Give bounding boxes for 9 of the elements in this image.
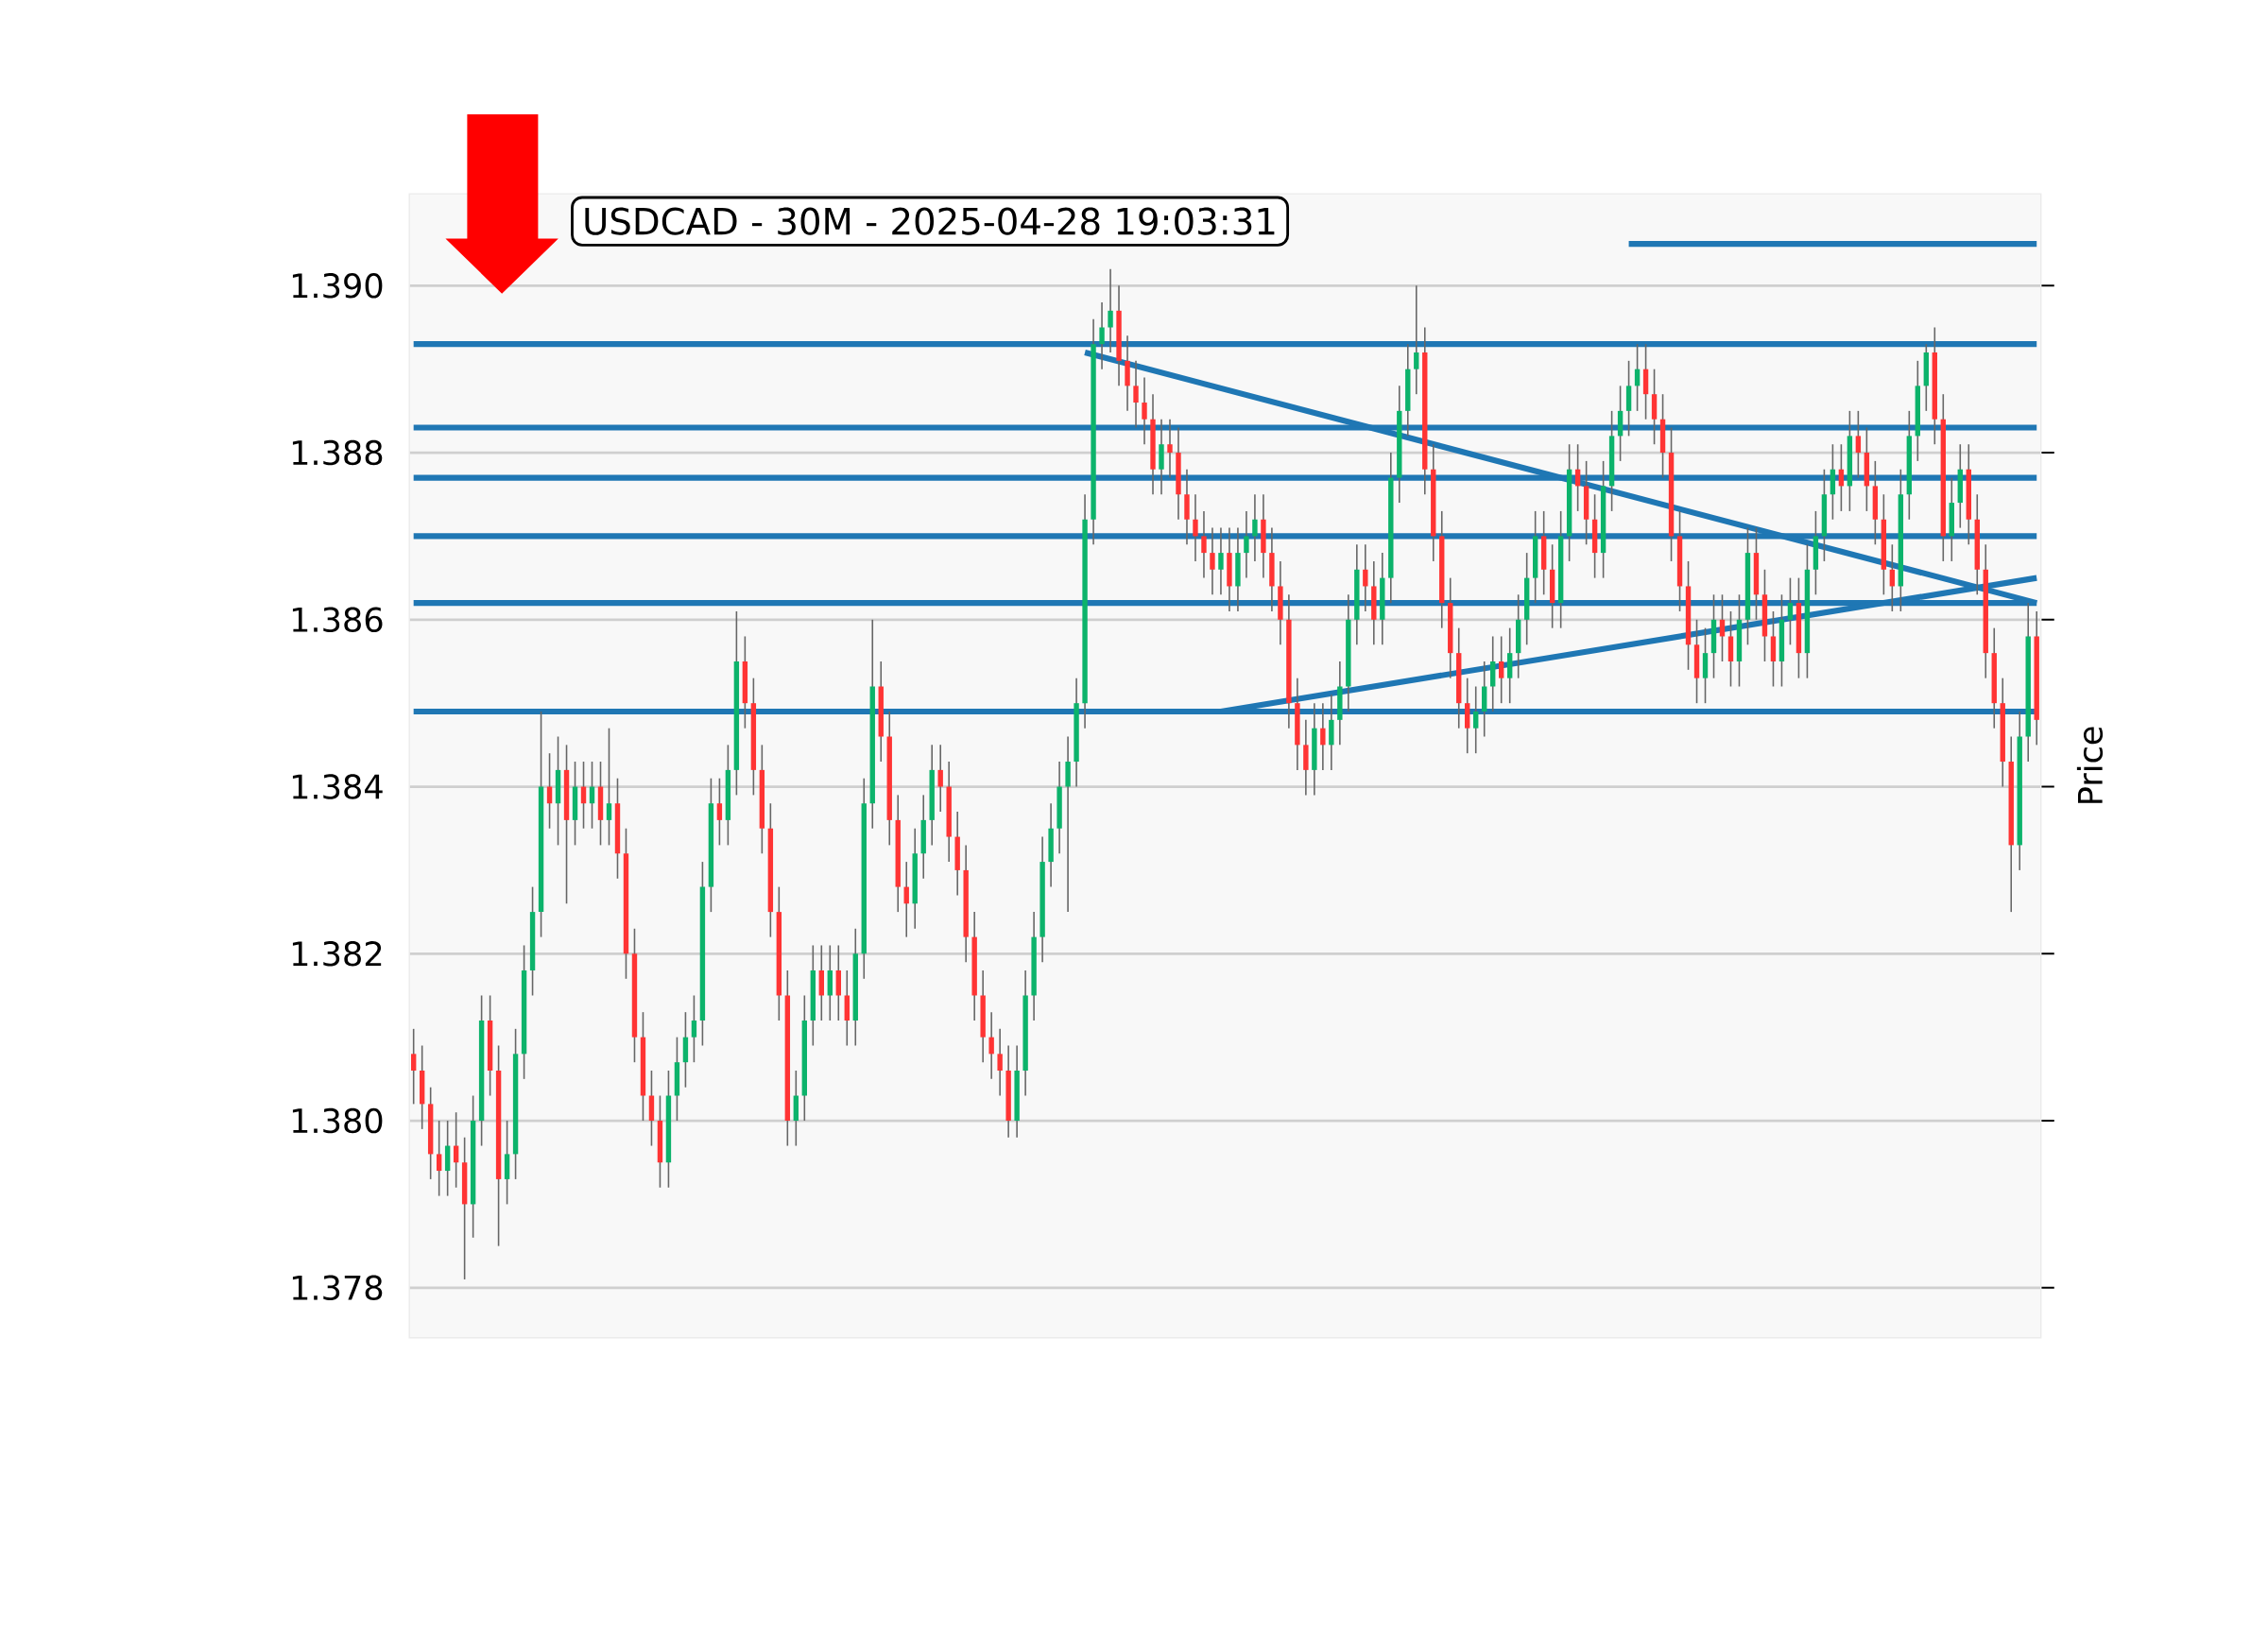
y-tick-label: 1.390 bbox=[292, 272, 383, 299]
y-tick-label: 1.378 bbox=[292, 1275, 383, 1301]
y-tick-label: 1.380 bbox=[292, 1107, 383, 1134]
y-axis-title: Price bbox=[2076, 727, 2104, 803]
y-tick-label: 1.386 bbox=[292, 607, 383, 633]
y-tick-label: 1.384 bbox=[292, 774, 383, 799]
y-tick-label: 1.388 bbox=[292, 439, 383, 466]
chart-title: USDCAD - 30M - 2025-04-28 19:03:31 bbox=[585, 207, 1275, 235]
y-tick-label: 1.382 bbox=[292, 940, 382, 967]
